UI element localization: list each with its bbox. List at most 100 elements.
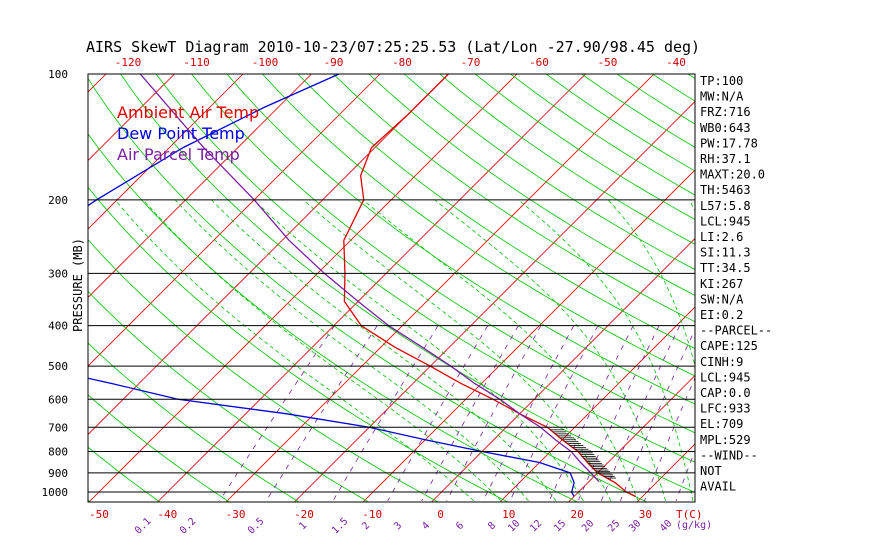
mixing-ratio-line [675,449,695,501]
bottom-temp-tick-label: 10 [502,508,515,521]
index-entry: EL:709 [700,417,743,431]
pressure-tick-label: 300 [48,267,68,280]
isotherm-line [293,100,695,502]
isotherm-line [767,0,870,509]
dry-adiabat-line [652,74,695,102]
bottom-temp-tick-label: -20 [294,508,314,521]
index-entry: SW:N/A [700,292,744,306]
mixing-unit-label: (g/kg) [676,520,712,531]
mixing-ratio-line [644,376,695,502]
mixing-ratio-line [509,325,599,502]
top-temp-tick-label: -60 [529,56,549,69]
index-entry: MPL:529 [700,433,751,447]
dry-adiabat-line [510,74,695,196]
pressure-tick-label: 600 [48,393,68,406]
y-axis-label: PRESSURE (MB) [71,238,85,332]
isotherm-line [499,306,695,502]
mixing-ratio-label: 6 [454,520,466,532]
isotherm-line [835,0,870,509]
isotherm-line [362,169,695,502]
index-entry: AVAIL [700,480,736,494]
bottom-unit-label: T(C) [676,508,703,521]
isotherm-line [430,237,695,502]
index-entry: CINH:9 [700,355,743,369]
mixing-ratio-line [446,325,542,502]
mixing-ratio-line [332,325,439,502]
mixing-ratio-label: 1 [297,520,309,532]
index-entry: KI:267 [700,277,743,291]
moist-adiabat-line [362,199,639,502]
mixing-ratio-label: 1.5 [330,516,351,537]
index-entry: LI:2.6 [700,230,743,244]
isotherm-line [88,74,381,367]
isotherm-line [567,374,695,502]
mixing-ratio-label: 40 [658,518,674,534]
bottom-temp-tick-label: 0 [437,508,444,521]
mixing-ratio-label: 15 [552,518,568,534]
top-temp-tick-label: -110 [183,56,210,69]
index-entry: RH:37.1 [700,152,751,166]
grid-lines [88,0,870,509]
bottom-temp-tick-label: -40 [157,508,177,521]
dry-adiabat-line [439,74,695,245]
mixing-ratio-line [482,325,575,502]
bottom-temp-tick-label: 30 [639,508,652,521]
mixing-ratio-line [600,325,681,502]
index-entry: EI:0.2 [700,308,743,322]
dry-adiabat-line [191,74,695,434]
index-entry: CAP:0.0 [700,386,751,400]
isotherm-line [225,74,655,502]
mixing-ratio-label: 0.5 [246,516,267,537]
bottom-temp-tick-label: -50 [89,508,109,521]
legend-entry: Ambient Air Temp [117,103,259,122]
index-entry: MAXT:20.0 [700,168,765,182]
mixing-ratio-label: 3 [392,520,404,532]
pressure-tick-label: 800 [48,445,68,458]
moist-adiabat-line [518,199,694,501]
isotherm-line [88,74,450,436]
mixing-ratio-label: 2 [360,520,372,532]
index-entry: LFC:933 [700,402,751,416]
top-temp-tick-label: -120 [115,56,142,69]
pressure-tick-label: 1000 [42,486,69,499]
dry-adiabat-line [262,74,695,377]
mixing-ratio-line [577,325,660,502]
isotherm-line [156,74,587,502]
legend-entry: Dew Point Temp [117,124,245,143]
dry-adiabat-line [865,74,870,503]
bottom-temp-tick-label: 20 [570,508,583,521]
dry-adiabat-line [403,74,695,271]
dry-adiabat-line [368,74,695,296]
moist-adiabat-line [434,199,666,501]
index-entry: SI:11.3 [700,246,751,260]
top-temp-tick-label: -100 [252,56,279,69]
dry-adiabat-line [830,74,870,503]
isotherm-line [88,74,107,93]
top-temp-tick-label: -40 [666,56,686,69]
pressure-tick-label: 500 [48,360,68,373]
isotherm-line [88,74,518,502]
mixing-ratio-line [620,328,695,502]
index-entry: FRZ:716 [700,105,751,119]
pressure-tick-label: 900 [48,467,68,480]
moist-adiabat-line [143,199,502,502]
legend: Ambient Air Temp Dew Point Temp Air Parcel… [117,103,259,164]
bottom-temp-tick-label: -30 [226,508,246,521]
mixing-ratio-label: 0.2 [178,516,199,537]
dry-adiabat-line [794,74,870,503]
mixing-ratio-label: 12 [528,518,544,534]
top-temp-tick-label: -70 [461,56,481,69]
index-entry: LCL:945 [700,214,751,228]
profile-lines [88,74,636,498]
series-line [343,74,636,498]
mixing-ratio-label: 25 [606,518,622,534]
index-entry: MW:N/A [700,90,744,104]
dry-adiabat-line [155,74,695,463]
moist-adiabat-line [303,199,612,502]
top-temp-tick-label: -80 [392,56,412,69]
plot-frame [87,73,696,503]
dry-adiabat-line [333,74,695,323]
dry-adiabat-line [759,74,870,503]
isotherm-line [88,74,313,299]
